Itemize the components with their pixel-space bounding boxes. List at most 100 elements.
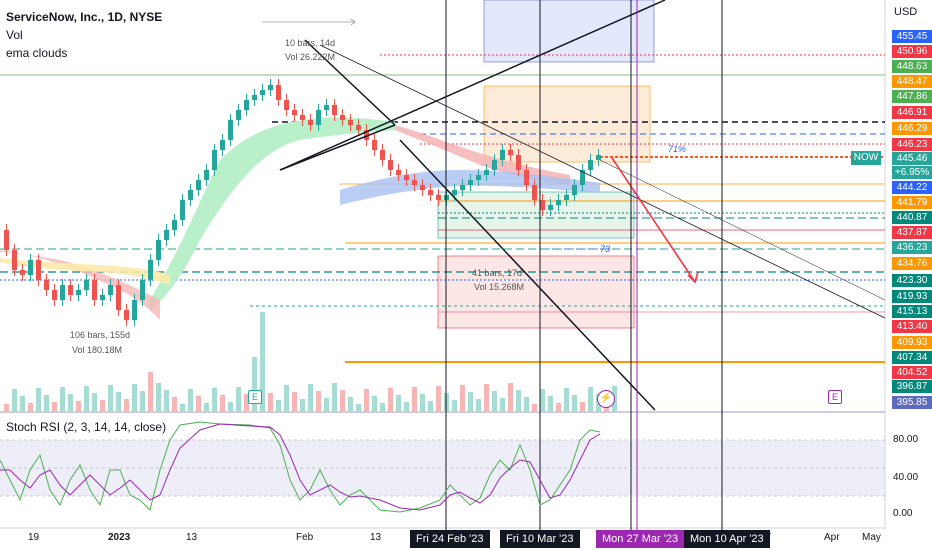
volume-bar: [388, 388, 393, 412]
volume-bar: [36, 388, 41, 412]
volume-bar: [500, 398, 505, 412]
time-axis-label: 13: [186, 532, 198, 543]
volume-bar: [276, 400, 281, 412]
volume-bar: [588, 387, 593, 412]
rsi-band: [0, 440, 885, 496]
horizontal-levels: [0, 54, 885, 413]
earnings-badge-1[interactable]: E: [248, 390, 262, 404]
volume-bar: [580, 402, 585, 412]
volume-bar: [116, 392, 121, 412]
volume-bar: [412, 387, 417, 412]
volume-bar: [52, 402, 57, 412]
volume-bar: [460, 385, 465, 412]
price-tag: 447.86: [892, 90, 932, 103]
volume-bar: [564, 388, 569, 412]
rsi-level-40: 40.00: [893, 472, 919, 483]
volume-bar: [396, 395, 401, 412]
time-axis-label: 19: [28, 532, 40, 543]
volume-bar: [20, 396, 25, 412]
time-axis-label: 13: [370, 532, 382, 543]
note-fib2: 73: [600, 244, 611, 254]
volume-bar: [428, 401, 433, 412]
symbol-title[interactable]: ServiceNow, Inc., 1D, NYSE: [6, 10, 163, 24]
volume-bar: [252, 357, 257, 412]
volume-bar: [508, 383, 513, 412]
price-tag: 448.63: [892, 60, 932, 73]
volume-bar: [300, 399, 305, 412]
volume-bar: [140, 391, 145, 412]
currency-label: USD: [894, 6, 918, 18]
price-tag: 396.87: [892, 380, 932, 393]
price-tag: 440.87: [892, 211, 932, 224]
vol-indicator[interactable]: Vol: [6, 28, 23, 42]
rsi-legend[interactable]: Stoch RSI (2, 3, 14, 14, close): [6, 420, 167, 434]
price-tag: 419.93: [892, 290, 932, 303]
price-tag: 413.40: [892, 320, 932, 333]
vertical-date-lines: [445, 0, 723, 530]
box-blue: [483, 0, 655, 63]
date-tag: Fri 10 Mar '23: [500, 530, 580, 548]
volume-bar: [452, 400, 457, 412]
note-bars-left: 106 bars, 155d: [70, 330, 131, 340]
volume-bar: [340, 390, 345, 412]
trend-lines: [262, 0, 886, 411]
volume-bar: [148, 372, 153, 412]
note-bars-top: 10 bars, 14d: [285, 38, 336, 48]
price-tag: +6.95%: [892, 166, 932, 179]
volume-bar: [404, 402, 409, 412]
volume-bar: [556, 403, 561, 412]
volume-bar: [308, 384, 313, 412]
volume-bar: [540, 389, 545, 412]
now-price-tag: NOW: [851, 151, 881, 165]
price-tag: 445.46: [892, 152, 932, 165]
price-tag: 441.79: [892, 196, 932, 209]
volume-bar: [172, 397, 177, 412]
volume-bar: [572, 395, 577, 412]
price-tag: 448.47: [892, 75, 932, 88]
volume-bar: [180, 404, 185, 412]
ema-indicator[interactable]: ema clouds: [6, 46, 68, 60]
volume-bar: [516, 390, 521, 412]
rsi-level-0: 0.00: [893, 508, 913, 519]
volume-bar: [332, 383, 337, 412]
note-vol-mid: Vol 15.268M: [474, 282, 525, 292]
volume-bar: [532, 404, 537, 412]
time-axis-label: May: [862, 532, 881, 543]
volume-bar: [348, 397, 353, 412]
volume-bar: [324, 398, 329, 412]
volume-bar: [164, 390, 169, 412]
volume-bar: [420, 394, 425, 412]
price-tag: 450.96: [892, 45, 932, 58]
price-tag: 434.76: [892, 257, 932, 270]
volume-bar: [4, 404, 9, 412]
price-tag: 409.93: [892, 336, 932, 349]
volume-bar: [92, 393, 97, 412]
date-tag: Mon 10 Apr '23: [684, 530, 770, 548]
note-bars-mid: 41 bars, 17d: [472, 268, 523, 278]
chart-legend: ServiceNow, Inc., 1D, NYSE Vol ema cloud…: [6, 8, 162, 62]
volume-bar: [244, 394, 249, 412]
note-fib1: 71%: [668, 144, 687, 154]
earnings-badge-2[interactable]: E: [828, 390, 842, 404]
volume-bars: [4, 312, 617, 412]
time-axis-label: Feb: [296, 532, 314, 543]
price-tag: 455.45: [892, 30, 932, 43]
volume-bar: [356, 404, 361, 412]
price-tag: 423.30: [892, 274, 932, 287]
volume-bar: [84, 386, 89, 412]
volume-bar: [156, 383, 161, 412]
lightning-icon[interactable]: ⚡: [597, 390, 615, 408]
price-tag: 404.52: [892, 366, 932, 379]
volume-bar: [100, 400, 105, 412]
candlesticks: [4, 79, 601, 326]
rsi-level-80: 80.00: [893, 434, 919, 445]
price-tag: 444.22: [892, 181, 932, 194]
note-vol-top: Vol 26.222M: [285, 52, 336, 62]
box-orange: [483, 85, 651, 163]
volume-bar: [212, 388, 217, 412]
date-tag: Mon 27 Mar '23: [596, 530, 685, 548]
volume-bar: [132, 384, 137, 412]
date-tag: Fri 24 Feb '23: [410, 530, 490, 548]
volume-bar: [284, 385, 289, 412]
